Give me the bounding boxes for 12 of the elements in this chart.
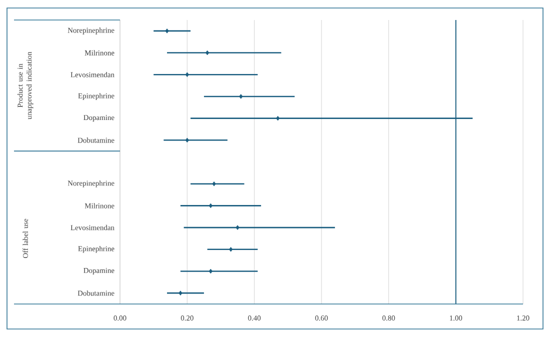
point (185, 138, 190, 143)
point (228, 246, 233, 252)
point (178, 290, 182, 296)
point (212, 181, 216, 186)
point (239, 94, 243, 99)
point (205, 50, 210, 56)
point (208, 203, 213, 208)
point (185, 72, 190, 78)
point (165, 28, 169, 34)
point (276, 116, 280, 121)
point (208, 268, 213, 274)
point (236, 225, 240, 230)
